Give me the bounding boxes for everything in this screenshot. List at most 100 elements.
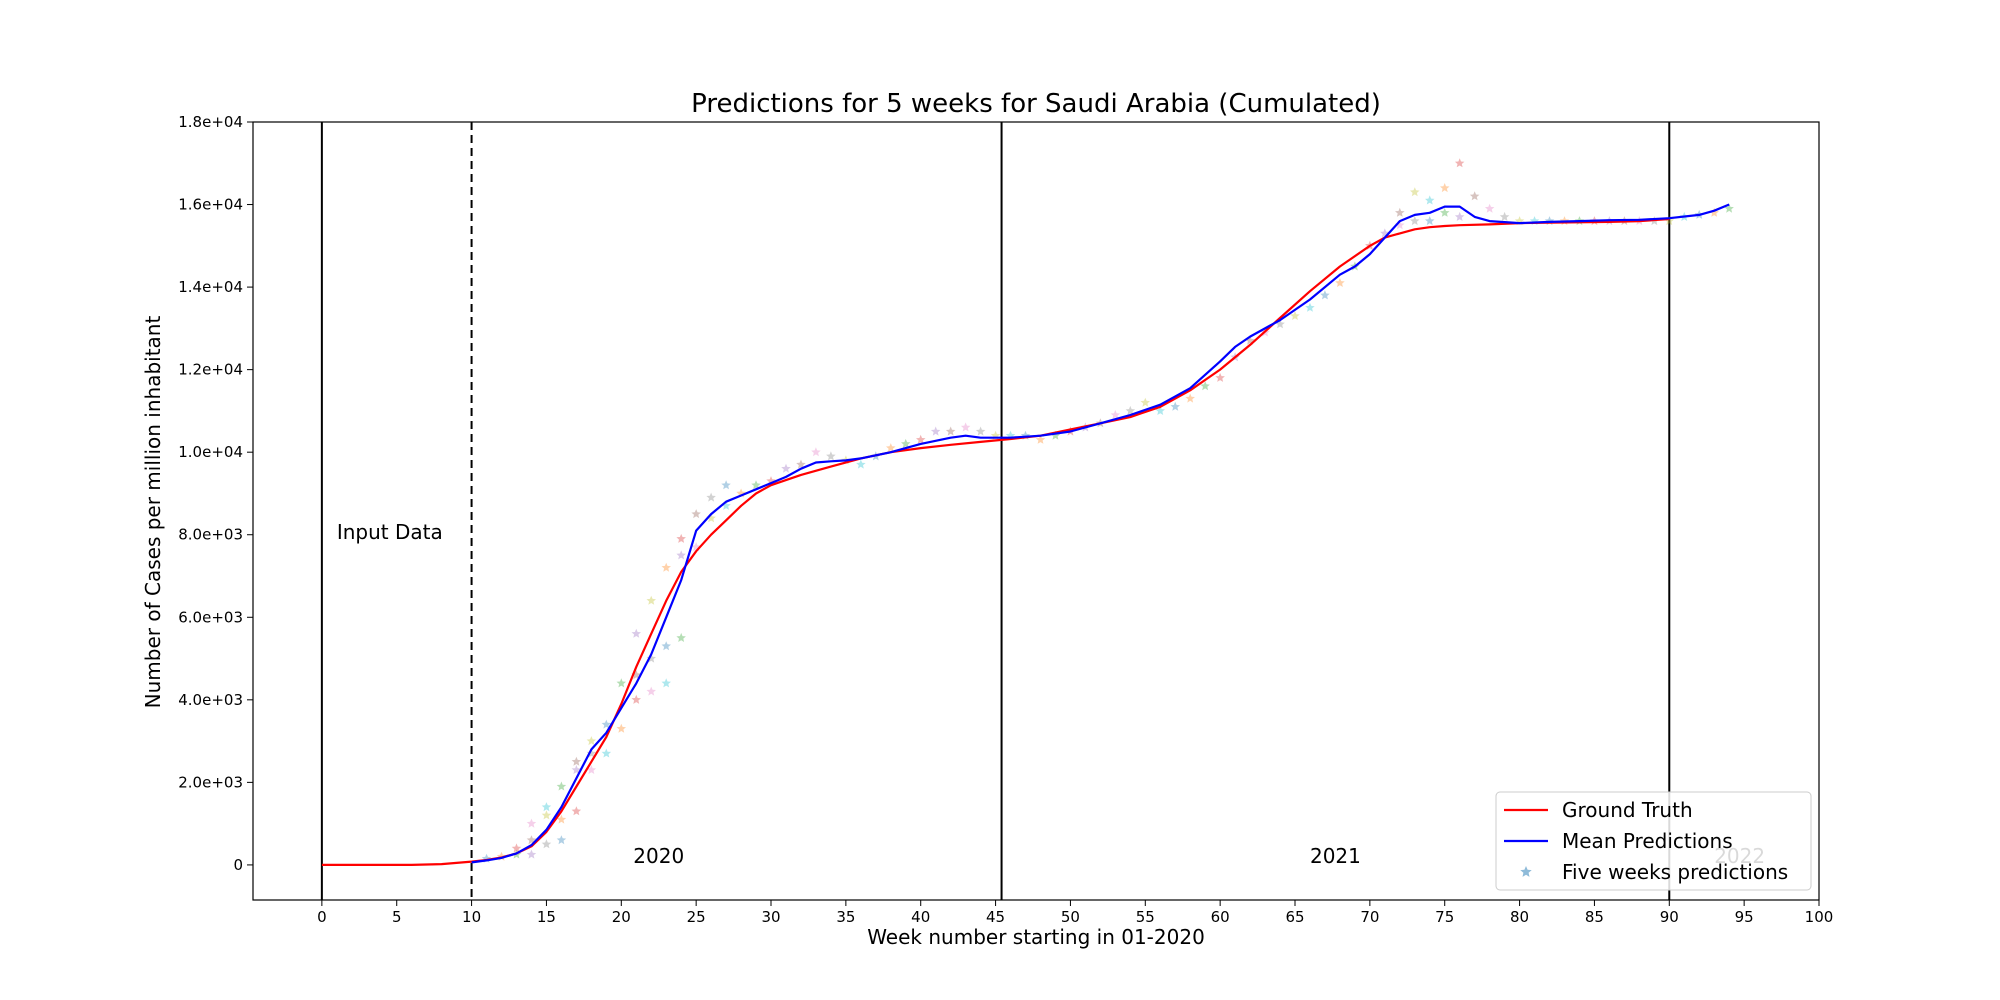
prediction-point — [901, 438, 911, 448]
prediction-point — [1484, 203, 1495, 213]
prediction-point — [1410, 187, 1420, 197]
prediction-point — [556, 781, 567, 791]
prediction-point — [541, 810, 552, 820]
y-tick-label: 6.0e+03 — [178, 608, 243, 626]
prediction-point — [811, 447, 821, 457]
y-tick-label: 2.0e+03 — [178, 773, 243, 791]
prediction-point — [1469, 191, 1480, 201]
prediction-point — [1664, 216, 1674, 226]
prediction-point — [1320, 290, 1330, 300]
annotation-text: 2021 — [1310, 844, 1361, 868]
prediction-point — [1410, 216, 1420, 226]
y-tick-label: 1.4e+04 — [178, 278, 243, 296]
prediction-point — [1335, 278, 1345, 287]
y-tick-label: 1.0e+04 — [178, 443, 243, 461]
prediction-point — [541, 839, 552, 849]
x-tick-label: 85 — [1585, 908, 1604, 926]
annotation-text: 2020 — [633, 844, 684, 868]
x-tick-label: 50 — [1061, 908, 1080, 926]
prediction-point — [1454, 158, 1465, 168]
prediction-point — [1050, 430, 1061, 440]
prediction-point — [706, 513, 716, 523]
prediction-point — [676, 533, 686, 543]
prediction-point — [826, 451, 836, 461]
x-tick-label: 95 — [1735, 908, 1754, 926]
prediction-point — [541, 802, 552, 812]
legend-entry-label: Ground Truth — [1562, 798, 1693, 822]
prediction-point — [1499, 211, 1510, 221]
prediction-point — [1395, 207, 1405, 217]
prediction-point — [1170, 401, 1180, 411]
prediction-point — [1305, 302, 1315, 312]
prediction-point — [1709, 207, 1719, 217]
prediction-point — [721, 480, 731, 490]
y-tick-label: 1.6e+04 — [178, 196, 243, 214]
x-tick-label: 75 — [1435, 908, 1454, 926]
x-tick-label: 15 — [537, 908, 556, 926]
prediction-point — [886, 443, 896, 453]
prediction-point — [661, 678, 671, 688]
prediction-point — [1035, 434, 1046, 444]
prediction-point — [661, 562, 671, 572]
prediction-point — [1454, 211, 1465, 221]
x-tick-label: 0 — [317, 908, 327, 926]
x-tick-label: 100 — [1805, 908, 1834, 926]
x-tick-label: 80 — [1510, 908, 1529, 926]
y-tick-label: 0 — [233, 856, 243, 874]
legend-entry-label: Five weeks predictions — [1562, 860, 1788, 884]
prediction-point — [631, 694, 641, 704]
x-tick-label: 40 — [911, 908, 930, 926]
x-tick-label: 65 — [1285, 908, 1304, 926]
legend-frame — [1495, 791, 1812, 891]
prediction-point — [646, 686, 656, 696]
prediction-point — [1155, 405, 1165, 415]
y-tick-label: 4.0e+03 — [178, 691, 243, 709]
prediction-point — [1425, 195, 1435, 205]
x-tick-label: 20 — [612, 908, 631, 926]
prediction-point — [721, 500, 731, 510]
x-tick-label: 35 — [836, 908, 855, 926]
x-tick-label: 55 — [1136, 908, 1155, 926]
prediction-point — [1724, 203, 1734, 213]
y-axis-label: Number of Cases per million inhabitant — [141, 316, 165, 709]
prediction-point — [1290, 311, 1300, 320]
prediction-point — [616, 678, 626, 688]
prediction-point — [706, 492, 716, 502]
prediction-point — [1215, 372, 1225, 382]
chart-title: Predictions for 5 weeks for Saudi Arabia… — [691, 89, 1381, 119]
prediction-point — [1140, 397, 1150, 407]
prediction-point — [975, 426, 986, 436]
prediction-point — [646, 595, 656, 605]
plot-frame — [252, 121, 1820, 901]
prediction-point — [601, 748, 612, 758]
prediction-point — [781, 463, 791, 473]
prediction-point — [1110, 410, 1121, 420]
prediction-point — [1275, 319, 1285, 329]
y-tick-label: 8.0e+03 — [178, 526, 243, 544]
prediction-point — [601, 719, 612, 729]
prediction-point — [796, 459, 806, 469]
prediction-point — [571, 756, 582, 766]
x-tick-label: 5 — [392, 908, 402, 926]
prediction-point — [930, 426, 941, 436]
mean-predictions-line — [471, 203, 1730, 864]
prediction-point — [661, 641, 671, 651]
x-tick-label: 30 — [761, 908, 780, 926]
prediction-point — [586, 765, 597, 774]
prediction-point — [916, 434, 926, 444]
x-tick-label: 10 — [462, 908, 481, 926]
prediction-point — [1425, 216, 1435, 226]
legend-marker-star — [1520, 866, 1532, 877]
prediction-point — [556, 835, 567, 845]
ground-truth-line — [321, 217, 1670, 867]
y-tick-label: 1.8e+04 — [178, 113, 243, 131]
legend-entry-label: Mean Predictions — [1562, 829, 1733, 853]
x-tick-label: 60 — [1211, 908, 1230, 926]
prediction-point — [676, 550, 686, 560]
prediction-point — [511, 843, 522, 853]
prediction-point — [1440, 183, 1450, 193]
prediction-point — [556, 814, 567, 824]
prediction-point — [571, 806, 582, 816]
prediction-point — [1440, 207, 1450, 217]
